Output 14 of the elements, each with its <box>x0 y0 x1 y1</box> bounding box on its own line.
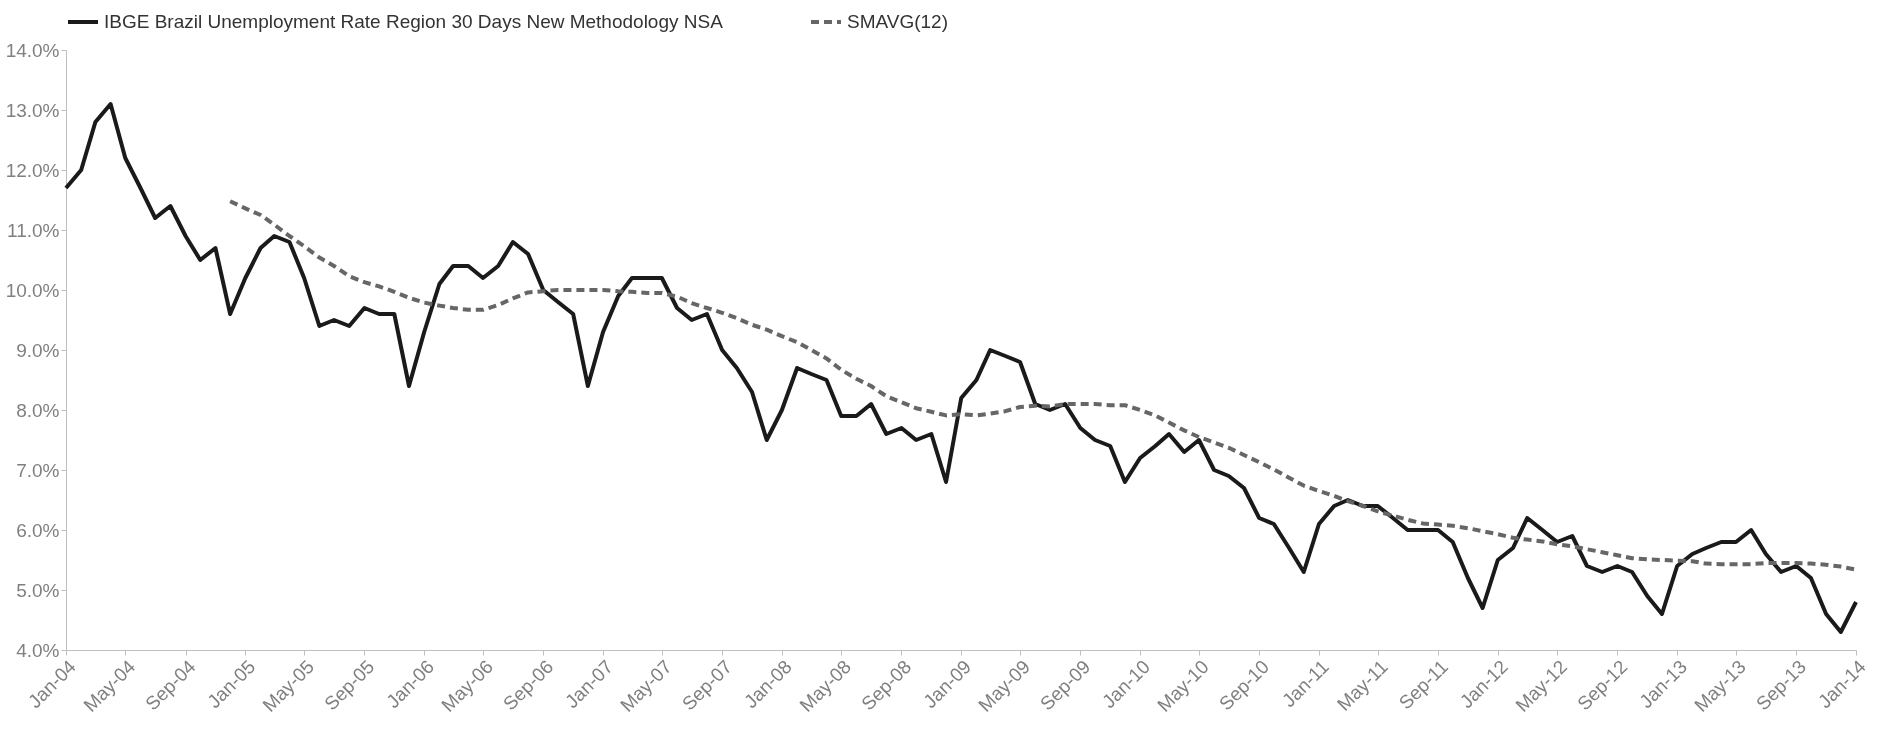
y-tick-label: 5.0% <box>16 579 60 601</box>
y-tick-label: 12.0% <box>5 159 60 181</box>
y-tick-label: 13.0% <box>5 99 60 121</box>
y-tick-label: 10.0% <box>5 279 60 301</box>
legend-label: IBGE Brazil Unemployment Rate Region 30 Days New Methodology NSA <box>104 11 724 32</box>
y-tick-label: 14.0% <box>5 39 60 61</box>
y-tick-label: 6.0% <box>16 519 60 541</box>
line-series <box>64 102 1858 634</box>
legend-label: SMAVG(12) <box>847 11 949 32</box>
y-tick-label: 11.0% <box>7 219 60 241</box>
y-tick-label: 4.0% <box>16 639 60 661</box>
y-tick-label: 9.0% <box>16 339 60 361</box>
y-tick-label: 7.0% <box>16 459 60 481</box>
y-tick-label: 8.0% <box>16 399 60 421</box>
